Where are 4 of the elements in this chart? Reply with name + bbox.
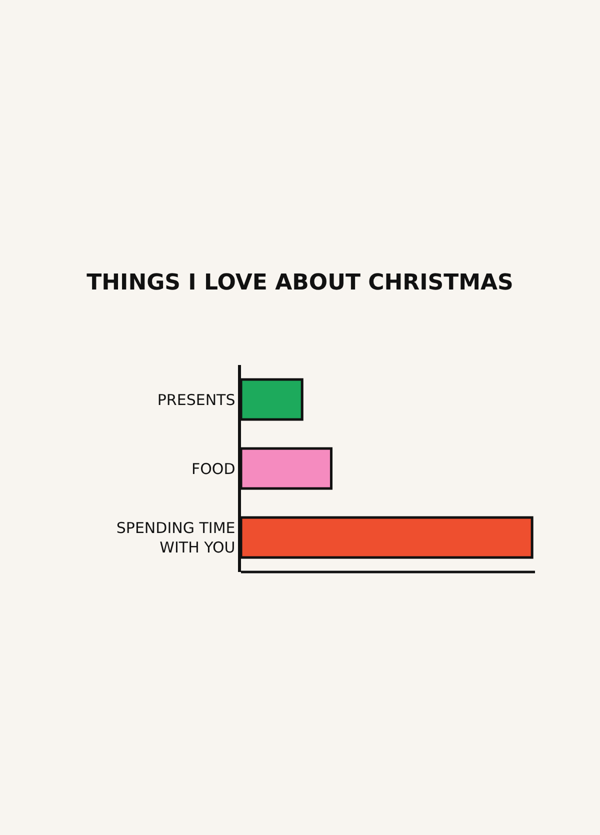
y-tick-label: SPENDING TIME WITH YOU	[116, 519, 236, 556]
y-tick-label: FOOD	[191, 460, 236, 478]
y-tick-label: PRESENTS	[157, 390, 236, 409]
chart-title: THINGS I LOVE ABOUT CHRISTMAS	[86, 270, 514, 296]
